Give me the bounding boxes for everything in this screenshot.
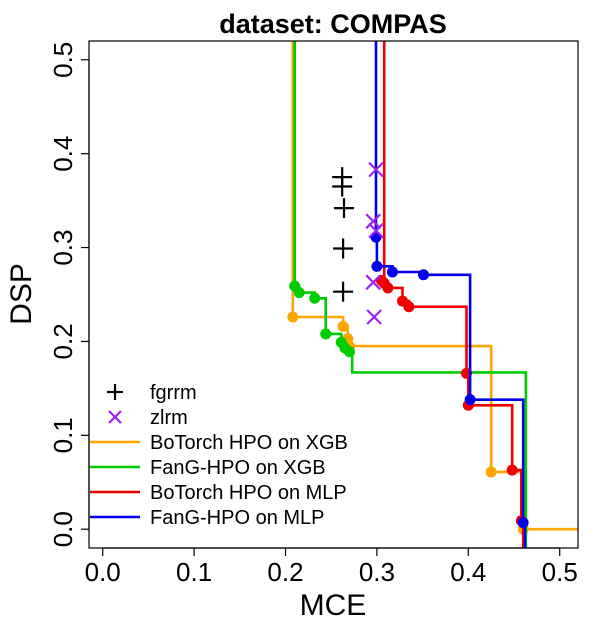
series-point-3-3 — [418, 269, 430, 281]
y-tick-label-3: 0.3 — [48, 230, 78, 266]
y-tick-label-0: 0.0 — [48, 511, 78, 547]
series-line-1 — [293, 41, 528, 548]
series-point-2-7 — [506, 464, 518, 476]
scatter-zlrm-point-2 — [368, 222, 384, 239]
scatter-zlrm-point-4 — [366, 309, 382, 325]
y-tick-label-2: 0.2 — [48, 323, 78, 359]
scatter-zlrm-point-3 — [365, 274, 382, 291]
series-point-1-3 — [320, 328, 332, 340]
series-line-0 — [291, 41, 578, 531]
x-tick-label-2: 0.2 — [267, 557, 303, 587]
legend: fgrrm zlrm BoTorch HPO on XGB FanG-HPO on X… — [90, 382, 348, 529]
series-point-1-1 — [293, 287, 305, 299]
legend-item-2-label: BoTorch HPO on XGB — [150, 432, 348, 454]
scatter-zlrm-point-3-b — [365, 274, 382, 291]
x-tick-label-0: 0.0 — [85, 557, 121, 587]
legend-item-3-label: FanG-HPO on XGB — [150, 457, 326, 479]
scatter-fgrrm-point-4 — [333, 281, 354, 302]
scatter-fgrrm-point-1 — [332, 176, 353, 197]
scatter-zlrm-point-2-b — [368, 222, 384, 239]
scatter-fgrrm-point-2 — [334, 198, 355, 219]
series-point-0-1 — [337, 320, 349, 332]
legend-item-1-marker — [108, 410, 122, 424]
legend-item-0-marker — [107, 384, 123, 400]
x-tick-label-1: 0.1 — [176, 557, 212, 587]
series-point-3-5 — [517, 517, 529, 529]
x-tick-label-5: 0.5 — [542, 557, 578, 587]
chart-title: dataset: COMPAS — [219, 9, 447, 39]
series-point-0-0 — [287, 311, 299, 323]
series-point-3-4 — [464, 394, 476, 406]
legend-item-0-label: fgrrm — [150, 382, 197, 404]
scatter-fgrrm-point-3 — [333, 238, 354, 259]
legend-item-4-label: BoTorch HPO on MLP — [150, 482, 347, 504]
y-tick-label-5: 0.5 — [48, 42, 78, 78]
legend-item-1-marker-b — [108, 410, 122, 424]
series-line-2 — [382, 41, 525, 548]
scatter-zlrm-point-1-b — [365, 213, 382, 230]
scatter-zlrm-point-4-b — [366, 309, 382, 325]
series-line-3 — [374, 41, 527, 548]
scatter-zlrm-point-0 — [368, 161, 384, 178]
series-point-2-4 — [403, 301, 415, 313]
legend-item-5-label: FanG-HPO on MLP — [150, 507, 325, 529]
scatter-zlrm-point-1 — [365, 213, 382, 230]
x-tick-label-4: 0.4 — [450, 557, 486, 587]
series-point-1-2 — [309, 292, 321, 304]
series-point-0-4 — [485, 466, 497, 478]
y-axis-label: DSP — [5, 263, 38, 325]
series-point-3-1 — [371, 260, 383, 272]
x-tick-label-3: 0.3 — [359, 557, 395, 587]
y-tick-label-4: 0.4 — [48, 136, 78, 172]
legend-item-1-label: zlrm — [150, 407, 188, 429]
series-point-2-2 — [382, 282, 394, 294]
series-point-3-2 — [386, 266, 398, 278]
scatter-zlrm-point-0-b — [368, 161, 384, 178]
y-tick-label-1: 0.1 — [48, 417, 78, 453]
x-axis-label: MCE — [300, 589, 367, 622]
series-point-1-6 — [343, 346, 355, 358]
